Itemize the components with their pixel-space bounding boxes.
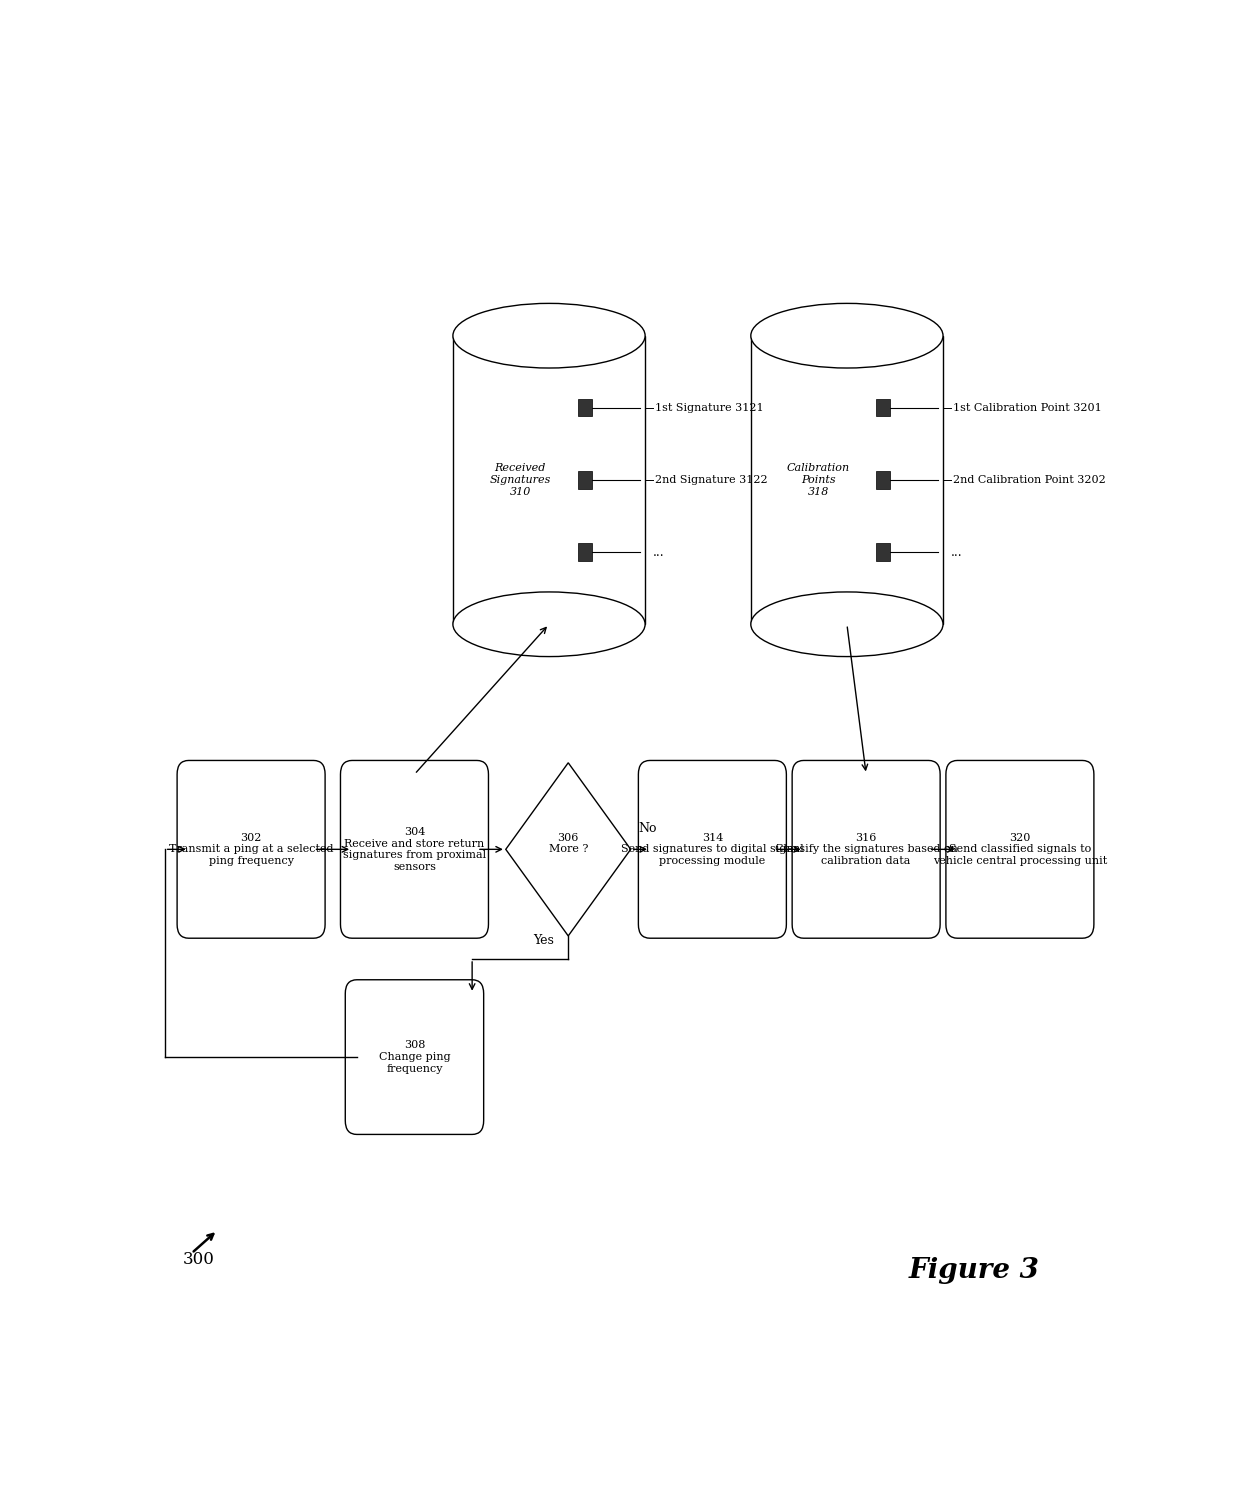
Bar xyxy=(875,471,890,489)
Bar xyxy=(875,544,890,561)
Text: Yes: Yes xyxy=(533,934,554,947)
Bar xyxy=(578,471,593,489)
Text: Calibration
Points
318: Calibration Points 318 xyxy=(786,463,849,496)
Text: 300: 300 xyxy=(182,1250,215,1268)
Ellipse shape xyxy=(750,303,942,369)
Ellipse shape xyxy=(453,592,645,657)
Bar xyxy=(751,336,944,624)
Text: 2nd Calibration Point 3202: 2nd Calibration Point 3202 xyxy=(952,475,1105,486)
Bar xyxy=(875,399,890,417)
Text: 316
Classify the signatures based on
calibration data: 316 Classify the signatures based on cal… xyxy=(775,833,957,866)
Polygon shape xyxy=(506,763,631,935)
FancyBboxPatch shape xyxy=(345,980,484,1135)
Text: 308
Change ping
frequency: 308 Change ping frequency xyxy=(378,1040,450,1073)
Ellipse shape xyxy=(453,303,645,369)
FancyBboxPatch shape xyxy=(946,760,1094,938)
Text: 314
Send signatures to digital signal
processing module: 314 Send signatures to digital signal pr… xyxy=(621,833,804,866)
Bar xyxy=(453,336,645,624)
Text: ...: ... xyxy=(652,546,665,559)
Bar xyxy=(578,544,593,561)
FancyBboxPatch shape xyxy=(639,760,786,938)
Text: Received
Signatures
310: Received Signatures 310 xyxy=(490,463,551,496)
Text: Figure 3: Figure 3 xyxy=(908,1258,1039,1285)
Text: 302
Transmit a ping at a selected
ping frequency: 302 Transmit a ping at a selected ping f… xyxy=(169,833,334,866)
Bar xyxy=(578,399,593,417)
Ellipse shape xyxy=(750,592,942,657)
Text: 1st Calibration Point 3201: 1st Calibration Point 3201 xyxy=(952,403,1101,412)
Text: 2nd Signature 3122: 2nd Signature 3122 xyxy=(655,475,768,486)
FancyBboxPatch shape xyxy=(792,760,940,938)
FancyBboxPatch shape xyxy=(341,760,489,938)
Text: 320
Send classified signals to
vehicle central processing unit: 320 Send classified signals to vehicle c… xyxy=(932,833,1107,866)
FancyBboxPatch shape xyxy=(177,760,325,938)
Text: No: No xyxy=(639,823,657,835)
Text: 1st Signature 3121: 1st Signature 3121 xyxy=(655,403,764,412)
Text: ...: ... xyxy=(951,546,962,559)
Text: 304
Receive and store return
signatures from proximal
sensors: 304 Receive and store return signatures … xyxy=(343,827,486,872)
Text: 306
More ?: 306 More ? xyxy=(548,833,588,854)
